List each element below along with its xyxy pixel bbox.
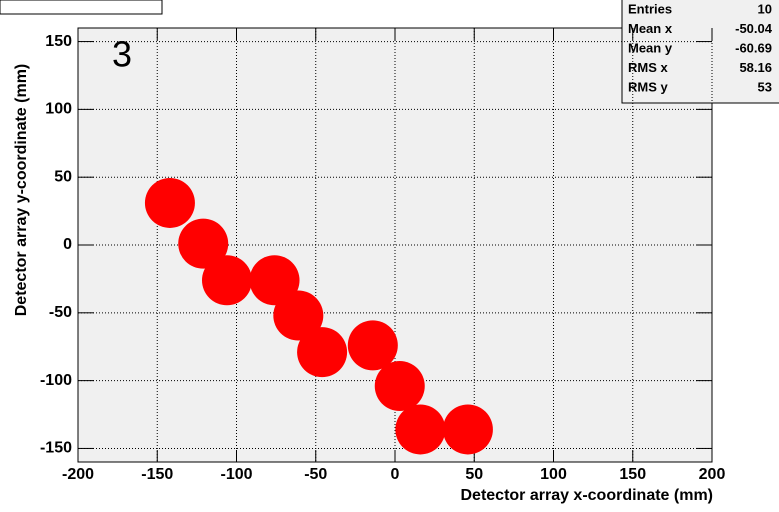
- stats-value: 58.16: [739, 60, 772, 75]
- stats-value: -50.04: [735, 21, 773, 36]
- x-tick-label: -150: [141, 466, 173, 483]
- point: [395, 404, 446, 455]
- stats-value: 10: [758, 1, 772, 16]
- stats-label: Mean y: [628, 40, 673, 55]
- x-tick-label: 150: [619, 466, 646, 483]
- y-tick-label: -100: [40, 372, 72, 389]
- y-tick-label: -50: [49, 304, 72, 321]
- x-tick-label: 0: [391, 466, 400, 483]
- stats-label: RMS y: [628, 79, 669, 94]
- point: [144, 177, 195, 228]
- stats-label: RMS x: [628, 60, 669, 75]
- y-tick-label: -150: [40, 440, 72, 457]
- point: [374, 361, 425, 412]
- stats-value: -60.69: [735, 40, 772, 55]
- y-tick-label: 100: [45, 101, 72, 118]
- x-axis-title: Detector array x-coordinate (mm): [460, 487, 713, 504]
- y-tick-label: 150: [45, 33, 72, 50]
- x-tick-label: -100: [220, 466, 252, 483]
- point: [273, 290, 324, 341]
- y-tick-label: 0: [63, 236, 72, 253]
- point: [442, 404, 493, 455]
- x-tick-label: -200: [62, 466, 94, 483]
- y-axis-title: Detector array y-coordinate (mm): [13, 64, 30, 317]
- point: [201, 255, 252, 306]
- stats-label: Mean x: [628, 21, 673, 36]
- stats-value: 53: [758, 79, 772, 94]
- point: [297, 327, 348, 378]
- point: [249, 255, 300, 306]
- y-tick-label: 50: [54, 168, 72, 185]
- stats-label: Entries: [628, 1, 672, 16]
- x-tick-label: 50: [465, 466, 483, 483]
- title-box: [0, 0, 163, 15]
- point: [347, 320, 398, 371]
- stats-box: [621, 0, 779, 104]
- x-tick-label: 100: [540, 466, 567, 483]
- annotation: 3: [112, 34, 132, 75]
- x-tick-label: 200: [699, 466, 726, 483]
- point: [178, 218, 229, 269]
- x-tick-label: -50: [304, 466, 327, 483]
